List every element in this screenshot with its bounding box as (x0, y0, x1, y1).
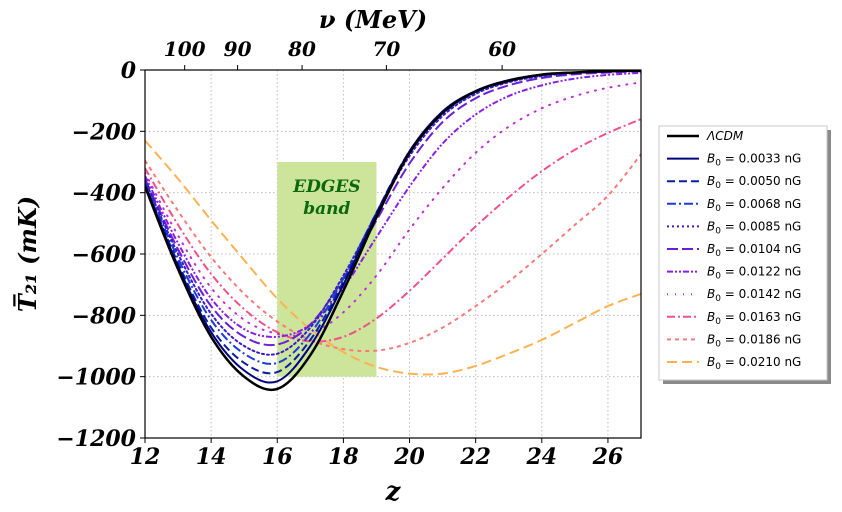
y-tick-label: −400 (72, 181, 137, 207)
x-tick-label: 14 (196, 444, 227, 470)
x-tick-label: 16 (262, 444, 293, 470)
series-line-3 (145, 70, 641, 365)
legend-label: B0 = 0.0122 nG (707, 265, 801, 282)
legend-label: B0 = 0.0033 nG (707, 152, 801, 169)
series-line-10 (145, 139, 641, 376)
y-tick-label: −1200 (56, 426, 136, 452)
x-tick-label: 18 (328, 444, 359, 470)
legend-box (658, 125, 828, 381)
legend-label: B0 = 0.0186 nG (707, 332, 801, 349)
legend-label: ΛCDM (706, 129, 744, 143)
y-tick-label: −1000 (56, 365, 136, 391)
series-line-8 (145, 118, 641, 343)
edges-band-label: EDGES (292, 177, 360, 197)
legend: ΛCDM B0 = 0.0033 nG B0 = 0.0050 nG B0 = 0.0… (658, 125, 831, 384)
series-line-4 (145, 70, 641, 356)
legend-label: B0 = 0.0163 nG (707, 310, 801, 327)
plot-series (145, 70, 641, 392)
top-tick-label: 100 (164, 37, 206, 61)
y-tick-label: −800 (72, 303, 137, 329)
x-tick-label: 24 (525, 444, 557, 470)
series-line-5 (145, 70, 641, 347)
top-tick-label: 70 (372, 37, 400, 61)
legend-label: B0 = 0.0210 nG (707, 355, 801, 372)
x-axis-title: z (385, 477, 402, 507)
series-line-0 (145, 70, 641, 392)
grid-lines (144, 69, 641, 439)
y-tick-label: −200 (72, 119, 137, 145)
axis-ticks: 12 14 16 18 20 22 24 26 0 −200 −400 −600 −800 −1000 −1… (56, 37, 623, 470)
edges-band-label-2: band (303, 199, 350, 219)
top-tick-label: 60 (488, 37, 516, 61)
x-tick-label: 20 (393, 444, 425, 470)
legend-label: B0 = 0.0085 nG (707, 219, 801, 236)
top-tick-label: 80 (287, 37, 316, 61)
top-axis-title: ν (MeV) (319, 5, 427, 34)
series-line-9 (145, 153, 641, 353)
legend-label: B0 = 0.0142 nG (707, 287, 801, 304)
y-tick-label: 0 (121, 58, 137, 84)
x-tick-label: 26 (592, 444, 624, 470)
x-tick-label: 22 (459, 444, 491, 470)
top-tick-label: 90 (224, 37, 252, 61)
y-axis-title: T̅₂₁ (mK) (13, 196, 42, 312)
legend-label: B0 = 0.0050 nG (707, 174, 801, 191)
legend-label: B0 = 0.0068 nG (707, 197, 801, 214)
series-line-6 (145, 71, 641, 338)
x-tick-label: 12 (130, 444, 161, 470)
y-tick-label: −600 (72, 242, 137, 268)
series-line-1 (145, 70, 641, 384)
legend-label: B0 = 0.0104 nG (707, 242, 801, 259)
series-line-7 (145, 81, 641, 337)
